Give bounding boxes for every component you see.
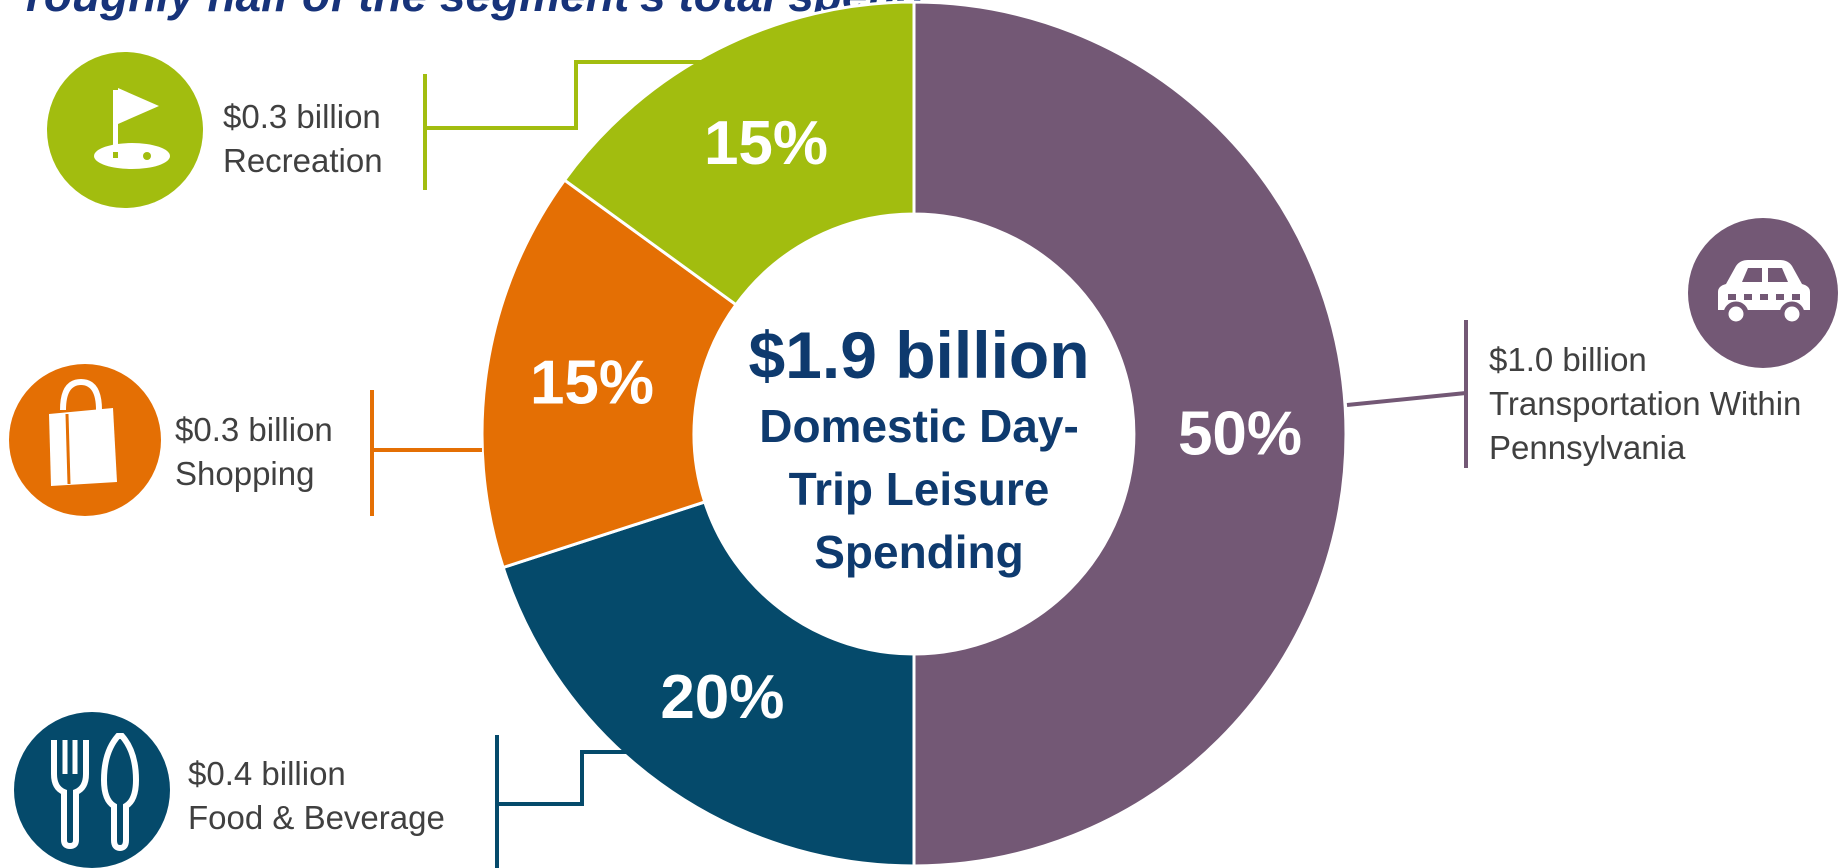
pct-label-shopping: 15% [530, 349, 654, 418]
leader-line-transportation-0 [1346, 391, 1467, 407]
pct-label-transportation: 50% [1178, 400, 1302, 469]
category-transportation-line2: Pennsylvania [1489, 429, 1686, 466]
category-food-beverage: Food & Beverage [188, 799, 445, 836]
category-transportation-line1: Transportation Within [1489, 385, 1802, 422]
center-description: Domestic Day-Trip Leisure Spending [759, 400, 1079, 578]
category-shopping: Shopping [175, 455, 315, 492]
slice-shopping [480, 177, 739, 570]
leader-lines-group [370, 60, 1468, 868]
pct-label-recreation: 15% [704, 109, 828, 178]
label-shopping: $0.3 billion Shopping [175, 408, 333, 496]
amount-shopping: $0.3 billion [175, 411, 333, 448]
chart-subtitle: roughly half of the segment's total spen… [26, 0, 937, 22]
center-label: $1.9 billion Domestic Day-Trip Leisure S… [729, 315, 1109, 584]
slice-recreation [562, 0, 916, 307]
amount-recreation: $0.3 billion [223, 98, 381, 135]
fork-spoon-icon [14, 712, 170, 868]
golf-flag-icon [47, 52, 203, 208]
label-food-beverage: $0.4 billion Food & Beverage [188, 752, 445, 840]
car-icon [1688, 218, 1838, 368]
category-recreation: Recreation [223, 142, 383, 179]
label-transportation: $1.0 billion Transportation Within Penns… [1489, 338, 1801, 470]
percent-labels-group: 50% 20% 15% 15% [530, 109, 1302, 732]
pct-label-food: 20% [660, 663, 784, 732]
slice-food [501, 500, 916, 868]
label-recreation: $0.3 billion Recreation [223, 95, 383, 183]
amount-food-beverage: $0.4 billion [188, 755, 346, 792]
slice-transportation [912, 0, 1348, 868]
center-total: $1.9 billion [748, 318, 1090, 392]
leader-line-food-0 [497, 750, 640, 806]
shopping-bag-icon [9, 364, 161, 516]
amount-transportation: $1.0 billion [1489, 341, 1647, 378]
leader-line-recreation-0 [425, 60, 712, 130]
slices-group [480, 0, 1348, 868]
